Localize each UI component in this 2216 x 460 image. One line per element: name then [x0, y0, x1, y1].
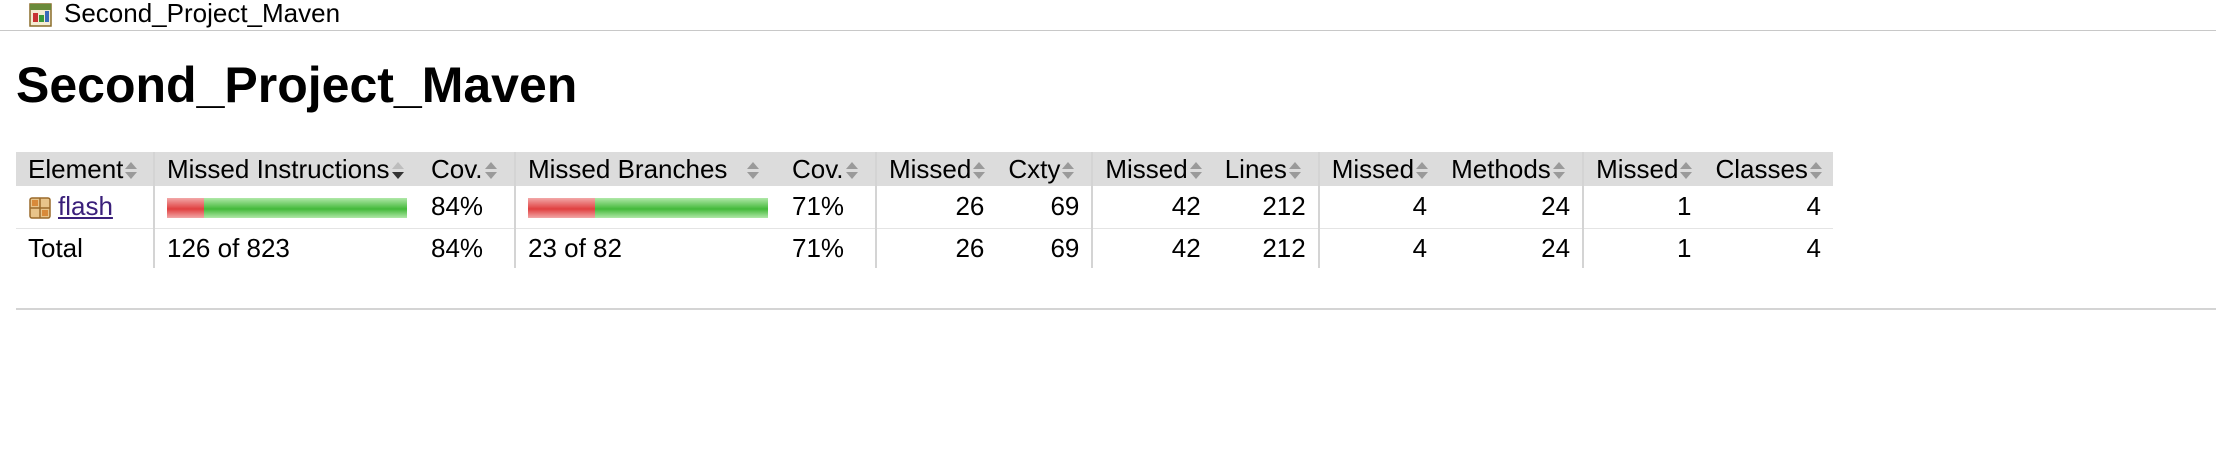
sort-icon [125, 161, 138, 181]
total-missed-methods: 4 [1317, 228, 1440, 268]
cov-branches-cell: 71% [780, 186, 876, 229]
instructions-coverage-bar [167, 198, 407, 219]
sort-icon [973, 161, 986, 181]
sort-icon [1062, 161, 1075, 181]
total-row: Total 126 of 823 84% 23 of 82 71% 26 69 … [16, 228, 1833, 268]
total-methods: 24 [1541, 232, 1571, 263]
header-classes[interactable]: Classes [1703, 152, 1833, 186]
header-cov-instructions[interactable]: Cov. [419, 152, 515, 186]
total-classes: 4 [1806, 232, 1821, 263]
methods-cell: 24 [1439, 186, 1584, 229]
header-methods[interactable]: Methods [1439, 152, 1584, 186]
total-missed-instructions: 126 of 823 [153, 228, 419, 268]
sort-icon [1552, 161, 1565, 181]
header-element[interactable]: Element [16, 152, 154, 186]
total-cxty: 69 [1050, 232, 1080, 263]
report-icon [27, 2, 54, 28]
cxty-cell: 69 [996, 186, 1093, 229]
table-row: flash 84% 71% 26 69 42 212 4 24 [16, 186, 1833, 229]
sort-icon [1416, 161, 1429, 181]
sort-down-icon [391, 161, 404, 181]
instructions-missed-bar [167, 198, 204, 219]
cov-instructions-cell: 84% [419, 186, 515, 229]
sort-icon [1680, 161, 1693, 181]
header-missed-instructions[interactable]: Missed Instructions [153, 152, 419, 186]
header-cxty[interactable]: Cxty [996, 152, 1093, 186]
total-lines: 212 [1262, 232, 1306, 263]
total-missed-branches: 23 of 82 [514, 228, 780, 268]
classes-cell: 4 [1703, 186, 1833, 229]
coverage-table: Element Missed Instructions Cov. Missed … [16, 152, 1833, 268]
instructions-bar-cell [153, 186, 419, 229]
breadcrumb: Second_Project_Maven [0, 0, 2216, 31]
total-cov-instructions: 84% [431, 232, 484, 263]
branches-missed-bar [528, 198, 595, 219]
total-missed-lines: 42 [1091, 228, 1213, 268]
header-missed-branches[interactable]: Missed Branches [514, 152, 780, 186]
sort-icon [1189, 161, 1202, 181]
header-missed-cxty[interactable]: Missed [874, 152, 997, 186]
total-missed-cxty: 26 [874, 228, 997, 268]
instructions-covered-bar [204, 198, 407, 219]
sort-icon [1288, 161, 1301, 181]
total-cov-branches: 71% [792, 232, 845, 263]
missed-lines-cell: 42 [1091, 186, 1213, 229]
missed-cxty-cell: 26 [874, 186, 997, 229]
header-missed-classes[interactable]: Missed [1582, 152, 1704, 186]
missed-classes-cell: 1 [1582, 186, 1704, 229]
element-cell: flash [16, 186, 154, 229]
header-missed-lines[interactable]: Missed [1091, 152, 1213, 186]
sort-icon [845, 161, 858, 181]
element-link-flash[interactable]: flash [58, 191, 113, 222]
missed-methods-cell: 4 [1317, 186, 1440, 229]
table-header-row: Element Missed Instructions Cov. Missed … [16, 152, 1833, 186]
breadcrumb-label: Second_Project_Maven [64, 0, 341, 28]
footer-divider [16, 308, 2216, 310]
package-icon [28, 196, 52, 220]
sort-icon [484, 161, 497, 181]
branches-covered-bar [595, 198, 768, 219]
total-missed-classes: 1 [1582, 228, 1704, 268]
branches-coverage-bar [528, 198, 768, 219]
header-lines[interactable]: Lines [1212, 152, 1319, 186]
page-title: Second_Project_Maven [16, 57, 578, 113]
sort-icon [747, 161, 760, 181]
header-cov-branches[interactable]: Cov. [780, 152, 876, 186]
branches-bar-cell [514, 186, 780, 229]
header-missed-methods[interactable]: Missed [1317, 152, 1440, 186]
total-label: Total [28, 232, 83, 263]
sort-icon [1809, 161, 1822, 181]
lines-cell: 212 [1212, 186, 1319, 229]
